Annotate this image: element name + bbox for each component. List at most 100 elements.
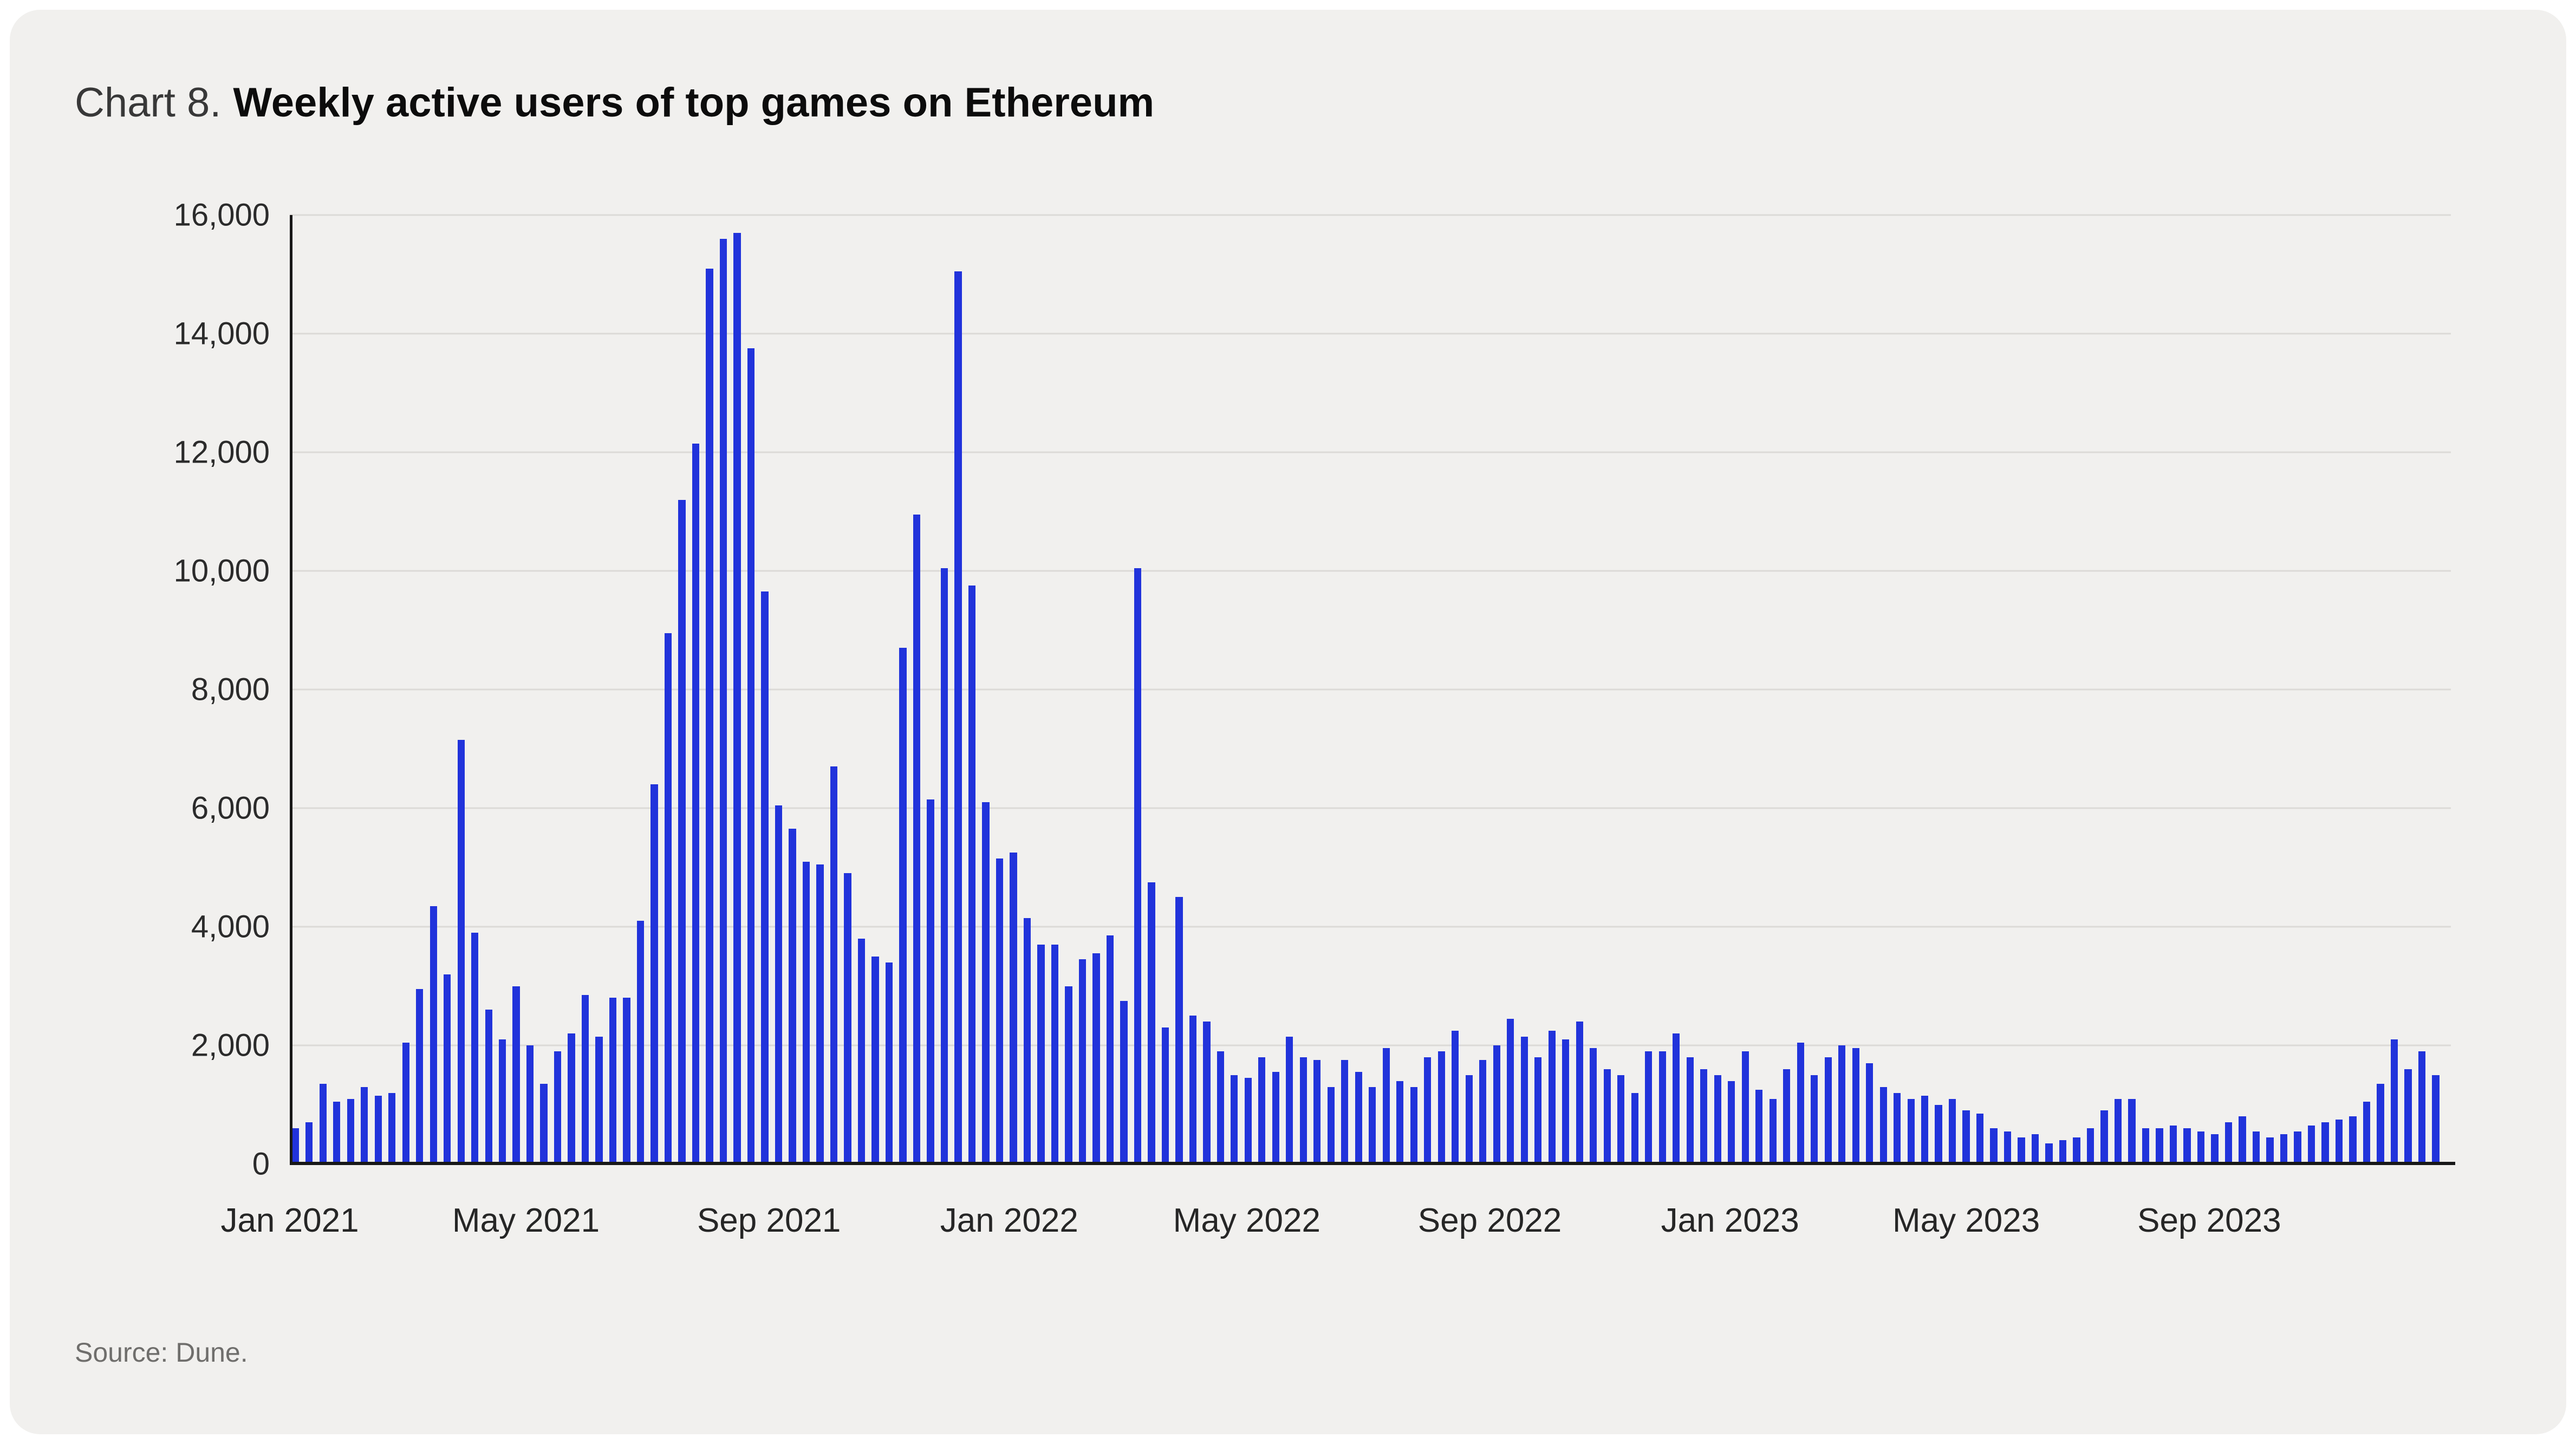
bar (1534, 1057, 1542, 1164)
bar (1452, 1030, 1459, 1164)
y-tick-label: 4,000 (191, 909, 270, 945)
gridline (290, 570, 2451, 572)
bar (388, 1092, 396, 1164)
bar (830, 766, 838, 1164)
bar (1769, 1098, 1777, 1164)
bar (1424, 1057, 1432, 1164)
bar (1797, 1042, 1804, 1164)
bar (2169, 1125, 2177, 1164)
bar (1824, 1057, 1832, 1164)
y-tick-label: 10,000 (173, 553, 270, 589)
bar (1907, 1098, 1915, 1164)
x-tick-label: May 2023 (1892, 1202, 2040, 1239)
bar (2086, 1128, 2094, 1164)
x-tick-label: May 2022 (1173, 1202, 1320, 1239)
gridline (290, 688, 2451, 691)
bar (1189, 1016, 1196, 1164)
bar (457, 740, 465, 1164)
bar (2335, 1119, 2343, 1164)
bar (471, 932, 479, 1164)
bar (444, 974, 451, 1164)
bar (2003, 1131, 2012, 1164)
bar (871, 956, 879, 1164)
bar (1355, 1072, 1362, 1164)
bar (402, 1042, 409, 1164)
bar (1645, 1051, 1653, 1164)
bar (1175, 897, 1183, 1164)
y-tick-label: 0 (252, 1146, 270, 1182)
bar (2349, 1116, 2357, 1164)
bar (1286, 1036, 1293, 1164)
bar (1755, 1090, 1763, 1164)
bar (1507, 1018, 1514, 1164)
bar (347, 1098, 354, 1164)
bar (1741, 1051, 1749, 1164)
bar (1217, 1051, 1224, 1164)
bar (899, 648, 907, 1164)
bar (2018, 1137, 2025, 1164)
bar (374, 1096, 382, 1164)
bar (650, 784, 658, 1164)
gridline (290, 926, 2451, 928)
bar (540, 1084, 548, 1164)
bar (664, 633, 672, 1164)
bar (554, 1051, 562, 1164)
source-text: Source: Dune. (75, 1337, 248, 1368)
bar (1783, 1069, 1791, 1164)
x-tick-label: Sep 2023 (2137, 1202, 2281, 1239)
bar (1244, 1078, 1252, 1164)
y-tick-label: 14,000 (173, 316, 270, 352)
bar (1437, 1051, 1445, 1164)
y-tick-label: 2,000 (191, 1027, 270, 1063)
bar (678, 499, 686, 1164)
bar (968, 586, 976, 1164)
bar (1106, 935, 1114, 1164)
bar (430, 906, 437, 1164)
bar (1866, 1063, 1874, 1164)
bar (1658, 1051, 1666, 1164)
bar (2183, 1128, 2191, 1164)
bar (1051, 944, 1059, 1164)
bar (2266, 1137, 2274, 1164)
bar (1990, 1128, 1998, 1164)
bar (747, 348, 755, 1164)
bar (1327, 1087, 1335, 1164)
bar (1203, 1022, 1211, 1164)
bar (1686, 1057, 1694, 1164)
bar (2363, 1102, 2371, 1164)
bar (719, 238, 727, 1164)
bar (692, 443, 700, 1164)
bar (816, 864, 824, 1164)
bar (1134, 568, 1142, 1164)
x-axis-line (290, 1162, 2455, 1165)
bar (498, 1039, 506, 1164)
bar (1852, 1048, 1859, 1164)
bar (913, 514, 921, 1164)
bar (636, 921, 645, 1164)
bar (706, 268, 713, 1164)
bar (789, 829, 796, 1164)
bar (1879, 1087, 1887, 1164)
bar (485, 1010, 492, 1164)
bar (2031, 1134, 2039, 1164)
bar (1673, 1033, 1680, 1164)
bar (291, 1128, 299, 1164)
bar (2321, 1122, 2329, 1164)
bar (512, 986, 520, 1164)
bar (2224, 1122, 2233, 1164)
gridline (290, 451, 2451, 453)
bar (1617, 1075, 1625, 1164)
bar (1493, 1045, 1500, 1164)
bar (1603, 1069, 1611, 1164)
bar (1148, 882, 1155, 1164)
bar (1962, 1110, 1970, 1164)
bar (1562, 1039, 1570, 1164)
bar (2432, 1075, 2440, 1164)
bar (1065, 986, 1072, 1164)
bar (1700, 1069, 1708, 1164)
bar (595, 1036, 603, 1164)
bar (1631, 1092, 1638, 1164)
bar (1037, 944, 1045, 1164)
bar (1976, 1113, 1984, 1164)
